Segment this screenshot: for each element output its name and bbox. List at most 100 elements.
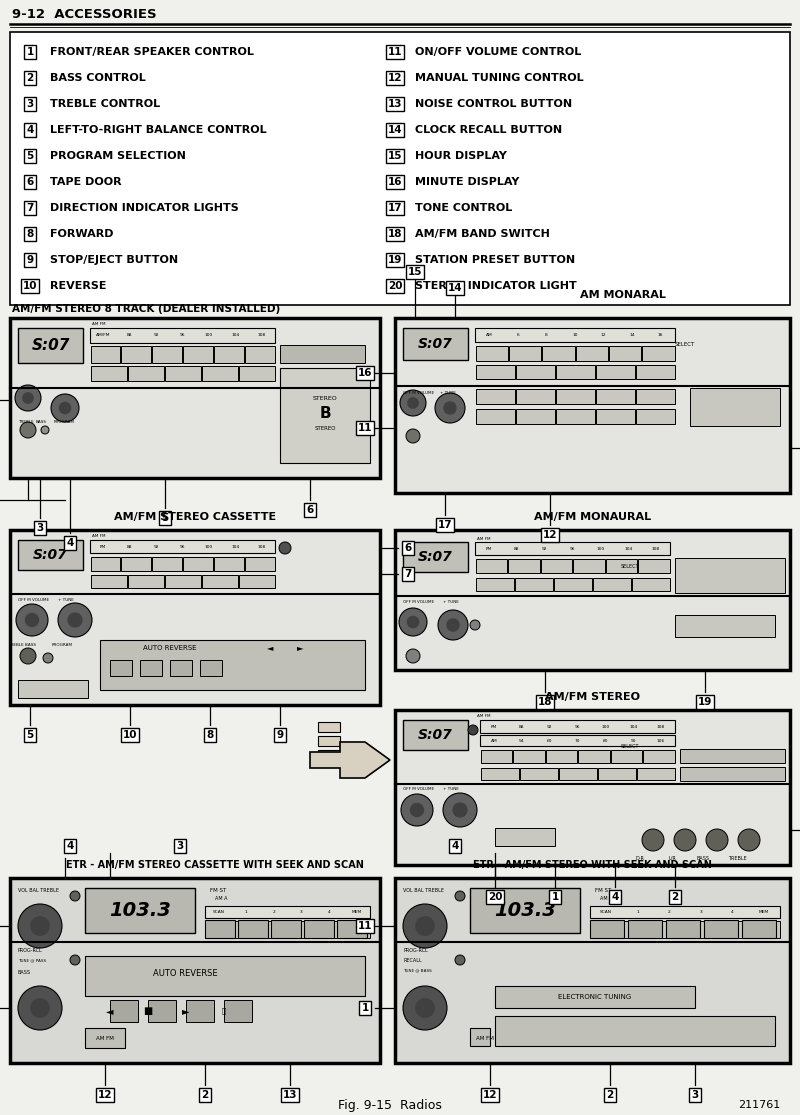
Text: STEREO: STEREO xyxy=(313,396,338,400)
Text: SCAN: SCAN xyxy=(213,910,225,914)
Circle shape xyxy=(400,390,426,416)
Text: STATION PRESET BUTTON: STATION PRESET BUTTON xyxy=(415,255,575,265)
Text: 92: 92 xyxy=(154,544,159,549)
Polygon shape xyxy=(310,741,390,778)
Text: 1: 1 xyxy=(26,47,34,57)
Text: 15: 15 xyxy=(408,266,422,277)
Text: Fig. 9-15  Radios: Fig. 9-15 Radios xyxy=(338,1098,442,1112)
Bar xyxy=(575,346,608,360)
Text: 11: 11 xyxy=(388,47,402,57)
Text: 88: 88 xyxy=(127,544,132,549)
Text: + TUNE: + TUNE xyxy=(443,600,459,604)
Bar xyxy=(90,540,275,553)
Text: BASS CONTROL: BASS CONTROL xyxy=(50,72,146,83)
Text: ►: ► xyxy=(182,1006,190,1016)
Bar xyxy=(122,346,151,362)
Text: D-R: D-R xyxy=(635,855,645,861)
Text: 8: 8 xyxy=(206,730,214,740)
Bar xyxy=(395,710,790,865)
Circle shape xyxy=(410,803,424,817)
Text: 16: 16 xyxy=(388,177,402,187)
Circle shape xyxy=(22,392,34,404)
Text: AM FM: AM FM xyxy=(92,534,106,539)
Text: 2: 2 xyxy=(606,1090,614,1101)
Text: HOUR DISPLAY: HOUR DISPLAY xyxy=(415,151,507,161)
Bar xyxy=(629,921,666,938)
Text: 92: 92 xyxy=(547,725,552,728)
Bar xyxy=(90,328,275,343)
Text: BASS: BASS xyxy=(36,420,47,424)
Text: 20: 20 xyxy=(488,892,502,902)
Bar xyxy=(206,921,238,938)
Text: RECALL: RECALL xyxy=(403,958,422,962)
Text: 5: 5 xyxy=(26,730,34,740)
Text: ◄: ◄ xyxy=(106,1006,114,1016)
Text: 10: 10 xyxy=(572,333,578,337)
Bar xyxy=(495,828,555,846)
Text: ON/OFF VOLUME CONTROL: ON/OFF VOLUME CONTROL xyxy=(415,47,582,57)
Bar xyxy=(508,559,539,572)
Bar xyxy=(238,921,270,938)
Bar xyxy=(541,559,572,572)
Circle shape xyxy=(16,604,48,636)
Text: AM FM: AM FM xyxy=(476,1036,494,1040)
Text: 13: 13 xyxy=(388,99,402,109)
Bar xyxy=(18,328,83,363)
Text: 6: 6 xyxy=(306,505,314,515)
Circle shape xyxy=(407,397,419,409)
Text: 103.3: 103.3 xyxy=(109,901,171,920)
Text: 14: 14 xyxy=(630,333,635,337)
Bar xyxy=(606,559,637,572)
Bar xyxy=(542,346,574,360)
Text: S:07: S:07 xyxy=(418,728,453,741)
Text: 100: 100 xyxy=(205,544,213,549)
Text: + TUNE: + TUNE xyxy=(58,598,74,602)
Text: 108: 108 xyxy=(652,546,660,551)
Text: TREBLE BASS: TREBLE BASS xyxy=(8,643,36,647)
Bar xyxy=(318,750,340,760)
Circle shape xyxy=(403,986,447,1030)
Text: AM: AM xyxy=(490,738,498,743)
Text: 96: 96 xyxy=(180,333,186,338)
Text: 4: 4 xyxy=(66,841,74,851)
Text: AUTO REVERSE: AUTO REVERSE xyxy=(153,969,218,978)
Bar xyxy=(475,578,514,591)
Text: 100: 100 xyxy=(205,333,213,338)
Bar xyxy=(546,749,577,763)
Circle shape xyxy=(279,542,291,554)
Circle shape xyxy=(15,385,41,411)
Text: ■: ■ xyxy=(143,1006,153,1016)
Bar xyxy=(590,921,627,938)
Text: 108: 108 xyxy=(657,725,665,728)
Bar xyxy=(475,408,514,424)
Text: 106: 106 xyxy=(657,738,665,743)
Bar xyxy=(202,574,238,588)
Bar xyxy=(152,556,182,571)
Text: 4: 4 xyxy=(26,125,34,135)
Text: B: B xyxy=(319,406,331,420)
Bar xyxy=(127,366,163,380)
Circle shape xyxy=(468,725,478,735)
Text: AM FM: AM FM xyxy=(92,322,106,326)
Text: AM FM: AM FM xyxy=(477,537,490,541)
Text: BASS: BASS xyxy=(697,855,710,861)
Bar xyxy=(127,574,163,588)
Text: 16: 16 xyxy=(658,333,663,337)
Text: STEREO INDICATOR LIGHT: STEREO INDICATOR LIGHT xyxy=(415,281,577,291)
Text: L/R: L/R xyxy=(668,855,676,861)
Text: STEREO: STEREO xyxy=(314,426,336,430)
Text: 104: 104 xyxy=(231,333,239,338)
Bar xyxy=(305,921,337,938)
Bar xyxy=(610,749,642,763)
Bar xyxy=(403,720,468,750)
Text: 2: 2 xyxy=(671,892,678,902)
Bar xyxy=(205,920,235,938)
Bar xyxy=(318,736,340,746)
Text: PROGRAM: PROGRAM xyxy=(51,643,73,647)
Text: ETR - AM/FM STEREO CASSETTE WITH SEEK AND SCAN: ETR - AM/FM STEREO CASSETTE WITH SEEK AN… xyxy=(66,860,364,870)
Text: 4: 4 xyxy=(611,892,618,902)
Text: 3: 3 xyxy=(26,99,34,109)
Text: 19: 19 xyxy=(698,697,712,707)
Text: FM: FM xyxy=(491,725,497,728)
Bar xyxy=(202,366,238,380)
